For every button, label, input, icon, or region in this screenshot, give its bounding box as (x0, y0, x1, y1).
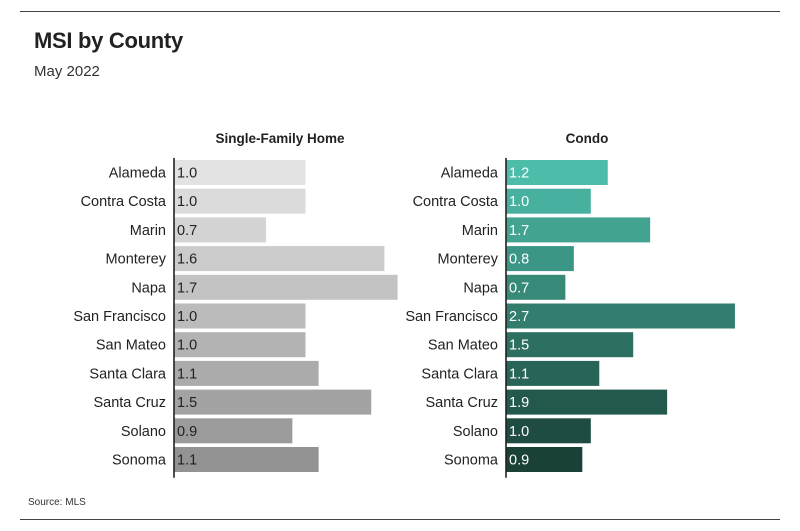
condo-bar-santa-cruz (506, 389, 668, 415)
sfh-bar-san-mateo (174, 332, 306, 358)
sfh-bar-alameda (174, 160, 306, 185)
condo-bar-alameda (506, 160, 608, 185)
condo-category-label-santa-cruz: Santa Cruz (425, 395, 498, 411)
condo-value-label-sonoma: 0.9 (509, 453, 529, 469)
condo-bar-santa-clara (506, 360, 600, 386)
sfh-category-label-monterey: Monterey (106, 252, 167, 268)
sfh-category-label-marin: Marin (130, 223, 166, 239)
condo-bar-marin (506, 217, 651, 243)
sfh-category-label-contra-costa: Contra Costa (81, 194, 167, 210)
condo-category-label-santa-clara: Santa Clara (421, 366, 499, 382)
condo-category-label-san-francisco: San Francisco (405, 309, 498, 325)
sfh-category-label-santa-cruz: Santa Cruz (93, 395, 166, 411)
sfh-value-label-san-mateo: 1.0 (177, 338, 197, 354)
condo-value-label-monterey: 0.8 (509, 252, 529, 268)
condo-value-label-san-mateo: 1.5 (509, 338, 529, 354)
sfh-category-label-solano: Solano (121, 424, 166, 440)
condo-category-label-sonoma: Sonoma (444, 453, 499, 469)
condo-category-label-solano: Solano (453, 424, 498, 440)
condo-bar-monterey (506, 246, 574, 272)
sfh-value-label-monterey: 1.6 (177, 252, 197, 268)
sfh-value-label-santa-clara: 1.1 (177, 366, 197, 382)
sfh-bar-solano (174, 418, 293, 444)
condo-value-label-contra-costa: 1.0 (509, 194, 529, 210)
condo-value-label-santa-clara: 1.1 (509, 366, 529, 382)
condo-bar-napa (506, 274, 566, 300)
condo-bar-solano (506, 418, 591, 444)
condo-category-label-marin: Marin (462, 223, 498, 239)
condo-bar-san-mateo (506, 332, 634, 358)
condo-value-label-napa: 0.7 (509, 280, 529, 296)
sfh-category-label-san-francisco: San Francisco (73, 309, 166, 325)
sfh-bar-santa-cruz (174, 389, 372, 415)
sfh-bar-napa (174, 274, 398, 300)
sfh-category-label-sonoma: Sonoma (112, 453, 167, 469)
sfh-bar-san-francisco (174, 303, 306, 329)
sfh-panel-title: Single-Family Home (215, 131, 345, 146)
condo-panel-title: Condo (566, 131, 609, 146)
sfh-value-label-napa: 1.7 (177, 280, 197, 296)
condo-category-label-san-mateo: San Mateo (428, 338, 498, 354)
top-rule (20, 11, 780, 12)
condo-bar-sonoma (506, 447, 583, 472)
sfh-category-label-santa-clara: Santa Clara (89, 366, 167, 382)
sfh-value-label-sonoma: 1.1 (177, 453, 197, 469)
chart-subtitle: May 2022 (34, 63, 100, 80)
bottom-rule (20, 519, 780, 520)
condo-value-label-santa-cruz: 1.9 (509, 395, 529, 411)
sfh-bar-santa-clara (174, 360, 319, 386)
sfh-value-label-contra-costa: 1.0 (177, 194, 197, 210)
condo-value-label-san-francisco: 2.7 (509, 309, 529, 325)
chart-title: MSI by County (34, 28, 183, 53)
condo-category-label-alameda: Alameda (441, 166, 499, 182)
sfh-value-label-alameda: 1.0 (177, 166, 197, 182)
condo-bar-san-francisco (506, 303, 735, 329)
source-note: Source: MLS (28, 497, 86, 508)
sfh-value-label-marin: 0.7 (177, 223, 197, 239)
sfh-category-label-san-mateo: San Mateo (96, 338, 166, 354)
sfh-category-label-alameda: Alameda (109, 166, 167, 182)
sfh-value-label-solano: 0.9 (177, 424, 197, 440)
sfh-bar-sonoma (174, 447, 319, 472)
condo-category-label-monterey: Monterey (438, 252, 499, 268)
condo-value-label-alameda: 1.2 (509, 166, 529, 182)
sfh-bar-contra-costa (174, 188, 306, 214)
sfh-category-label-napa: Napa (131, 280, 167, 296)
condo-value-label-solano: 1.0 (509, 424, 529, 440)
sfh-value-label-san-francisco: 1.0 (177, 309, 197, 325)
condo-value-label-marin: 1.7 (509, 223, 529, 239)
sfh-value-label-santa-cruz: 1.5 (177, 395, 197, 411)
condo-bar-contra-costa (506, 188, 591, 214)
sfh-bar-monterey (174, 246, 385, 272)
condo-category-label-napa: Napa (463, 280, 499, 296)
sfh-bar-marin (174, 217, 267, 243)
condo-category-label-contra-costa: Contra Costa (413, 194, 499, 210)
